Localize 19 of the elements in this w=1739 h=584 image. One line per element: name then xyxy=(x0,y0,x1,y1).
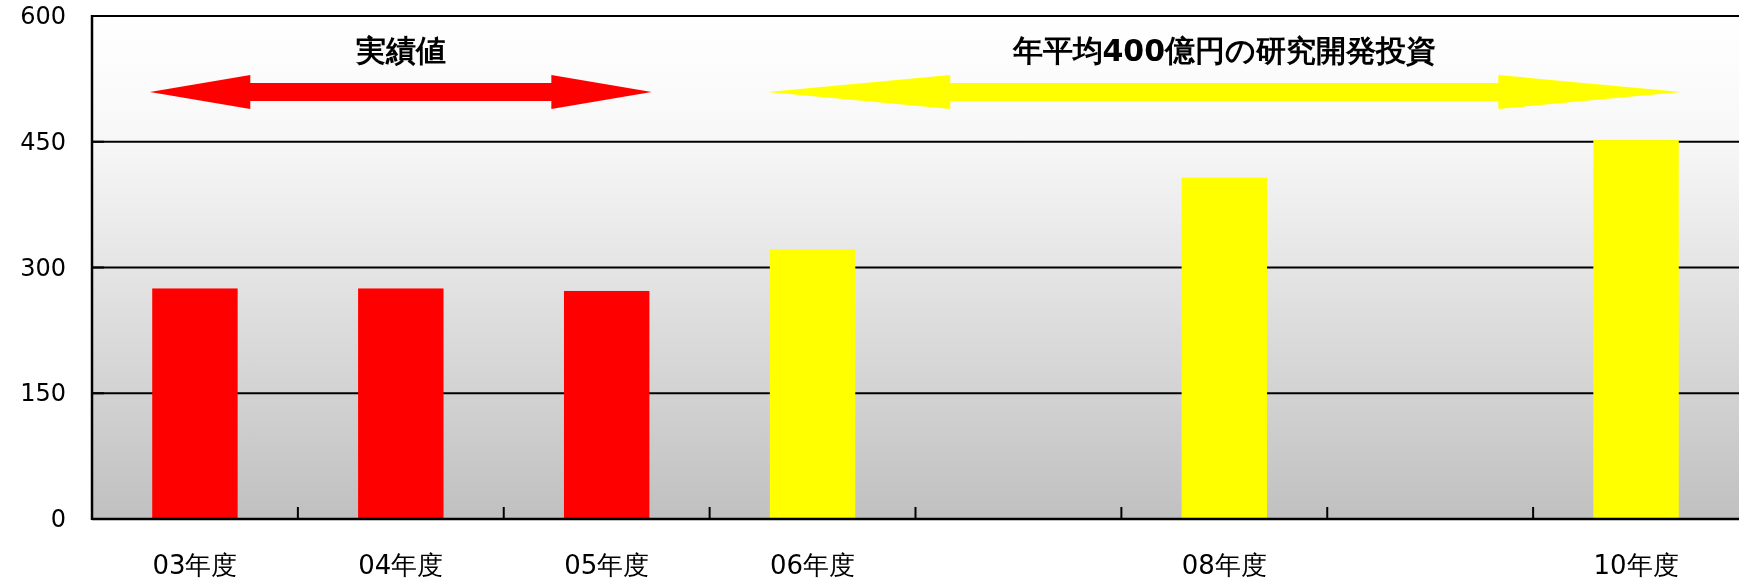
bar xyxy=(769,249,856,519)
bar xyxy=(563,290,650,519)
x-tick-label: 05年度 xyxy=(564,550,650,580)
x-tick-label: 03年度 xyxy=(152,550,238,580)
annotation: 年平均400億円の研究開発投資 xyxy=(1011,32,1437,68)
bar xyxy=(358,288,444,519)
bar xyxy=(1593,140,1679,519)
bar xyxy=(152,288,238,519)
y-tick-label: 150 xyxy=(20,379,66,408)
y-tick-label: 300 xyxy=(20,253,66,282)
y-tick-label: 600 xyxy=(20,2,66,30)
bar xyxy=(1181,177,1268,519)
x-tick-label: 06年度 xyxy=(770,550,856,580)
y-tick-label: 0 xyxy=(50,505,66,533)
y-tick-label: 450 xyxy=(20,127,66,156)
x-tick-label: 04年度 xyxy=(358,550,444,580)
annotation: 実績値 xyxy=(354,32,446,68)
x-tick-label: 10年度 xyxy=(1593,550,1679,580)
x-tick-label: 08年度 xyxy=(1181,550,1267,580)
